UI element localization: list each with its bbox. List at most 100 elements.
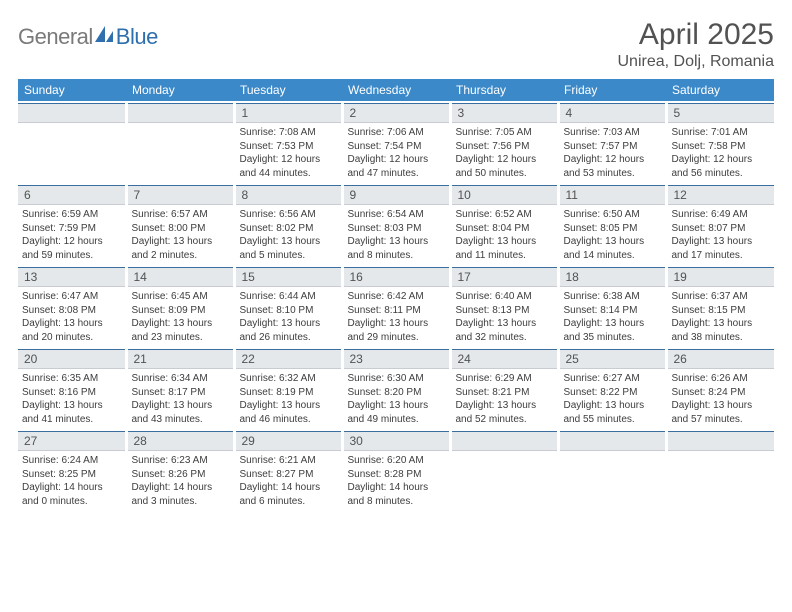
day-body: Sunrise: 6:24 AMSunset: 8:25 PMDaylight:… [18,451,125,511]
title-block: April 2025 Unirea, Dolj, Romania [617,18,774,71]
sunset-line: Sunset: 8:27 PM [240,468,337,482]
calendar-cell [450,430,558,512]
sunrise-line: Sunrise: 6:40 AM [456,290,553,304]
day-body: Sunrise: 6:45 AMSunset: 8:09 PMDaylight:… [128,287,233,347]
sunset-line: Sunset: 7:54 PM [348,140,445,154]
calendar-cell: 8Sunrise: 6:56 AMSunset: 8:02 PMDaylight… [234,184,342,266]
day-body: Sunrise: 6:20 AMSunset: 8:28 PMDaylight:… [344,451,449,511]
day-number: 13 [18,267,125,287]
day-number: 11 [560,185,665,205]
calendar-row: 13Sunrise: 6:47 AMSunset: 8:08 PMDayligh… [18,266,774,348]
day-body: Sunrise: 6:59 AMSunset: 7:59 PMDaylight:… [18,205,125,265]
day-number: 10 [452,185,557,205]
sunrise-line: Sunrise: 6:45 AM [132,290,229,304]
sunrise-line: Sunrise: 6:57 AM [132,208,229,222]
day-number: 25 [560,349,665,369]
daylight-line: Daylight: 12 hours and 44 minutes. [240,153,337,180]
col-header: Thursday [450,79,558,102]
day-number: 21 [128,349,233,369]
day-number-empty [128,103,233,123]
sunset-line: Sunset: 7:57 PM [564,140,661,154]
sunset-line: Sunset: 7:56 PM [456,140,553,154]
day-body: Sunrise: 6:30 AMSunset: 8:20 PMDaylight:… [344,369,449,429]
calendar-cell: 9Sunrise: 6:54 AMSunset: 8:03 PMDaylight… [342,184,450,266]
day-number: 8 [236,185,341,205]
sunset-line: Sunset: 8:24 PM [672,386,771,400]
calendar-cell: 22Sunrise: 6:32 AMSunset: 8:19 PMDayligh… [234,348,342,430]
sunrise-line: Sunrise: 6:50 AM [564,208,661,222]
sunset-line: Sunset: 7:58 PM [672,140,771,154]
calendar-cell: 10Sunrise: 6:52 AMSunset: 8:04 PMDayligh… [450,184,558,266]
day-body: Sunrise: 6:27 AMSunset: 8:22 PMDaylight:… [560,369,665,429]
sunset-line: Sunset: 8:05 PM [564,222,661,236]
daylight-line: Daylight: 13 hours and 11 minutes. [456,235,553,262]
calendar-cell: 7Sunrise: 6:57 AMSunset: 8:00 PMDaylight… [126,184,234,266]
day-number: 12 [668,185,775,205]
day-number: 23 [344,349,449,369]
daylight-line: Daylight: 13 hours and 8 minutes. [348,235,445,262]
sunrise-line: Sunrise: 6:32 AM [240,372,337,386]
day-number: 26 [668,349,775,369]
day-body: Sunrise: 6:26 AMSunset: 8:24 PMDaylight:… [668,369,775,429]
sunset-line: Sunset: 8:28 PM [348,468,445,482]
calendar-cell: 25Sunrise: 6:27 AMSunset: 8:22 PMDayligh… [558,348,666,430]
daylight-line: Daylight: 13 hours and 35 minutes. [564,317,661,344]
day-body: Sunrise: 7:01 AMSunset: 7:58 PMDaylight:… [668,123,775,183]
daylight-line: Daylight: 12 hours and 53 minutes. [564,153,661,180]
daylight-line: Daylight: 13 hours and 26 minutes. [240,317,337,344]
page-title: April 2025 [617,18,774,51]
daylight-line: Daylight: 13 hours and 29 minutes. [348,317,445,344]
logo: General Blue [18,24,158,50]
day-number: 14 [128,267,233,287]
sunrise-line: Sunrise: 7:03 AM [564,126,661,140]
calendar-row: 6Sunrise: 6:59 AMSunset: 7:59 PMDaylight… [18,184,774,266]
calendar-cell [18,102,126,184]
sunrise-line: Sunrise: 7:08 AM [240,126,337,140]
daylight-line: Daylight: 13 hours and 43 minutes. [132,399,229,426]
day-number: 29 [236,431,341,451]
daylight-line: Daylight: 12 hours and 59 minutes. [22,235,121,262]
calendar-cell: 20Sunrise: 6:35 AMSunset: 8:16 PMDayligh… [18,348,126,430]
logo-word1: General [18,24,93,50]
day-body: Sunrise: 6:35 AMSunset: 8:16 PMDaylight:… [18,369,125,429]
calendar-cell: 17Sunrise: 6:40 AMSunset: 8:13 PMDayligh… [450,266,558,348]
logo-sail-icon [95,26,115,49]
daylight-line: Daylight: 13 hours and 49 minutes. [348,399,445,426]
sunrise-line: Sunrise: 7:06 AM [348,126,445,140]
calendar-cell: 5Sunrise: 7:01 AMSunset: 7:58 PMDaylight… [666,102,774,184]
daylight-line: Daylight: 13 hours and 52 minutes. [456,399,553,426]
day-number: 20 [18,349,125,369]
day-number-empty [668,431,775,451]
sunset-line: Sunset: 8:20 PM [348,386,445,400]
day-number: 19 [668,267,775,287]
sunrise-line: Sunrise: 6:59 AM [22,208,121,222]
daylight-line: Daylight: 14 hours and 8 minutes. [348,481,445,508]
day-body: Sunrise: 7:08 AMSunset: 7:53 PMDaylight:… [236,123,341,183]
calendar-cell [558,430,666,512]
calendar-cell: 28Sunrise: 6:23 AMSunset: 8:26 PMDayligh… [126,430,234,512]
sunrise-line: Sunrise: 6:30 AM [348,372,445,386]
daylight-line: Daylight: 13 hours and 32 minutes. [456,317,553,344]
day-body: Sunrise: 6:32 AMSunset: 8:19 PMDaylight:… [236,369,341,429]
col-header: Sunday [18,79,126,102]
location: Unirea, Dolj, Romania [617,53,774,71]
sunset-line: Sunset: 8:26 PM [132,468,229,482]
calendar-cell: 14Sunrise: 6:45 AMSunset: 8:09 PMDayligh… [126,266,234,348]
calendar-row: 1Sunrise: 7:08 AMSunset: 7:53 PMDaylight… [18,102,774,184]
day-body: Sunrise: 6:57 AMSunset: 8:00 PMDaylight:… [128,205,233,265]
sunrise-line: Sunrise: 6:35 AM [22,372,121,386]
day-number: 22 [236,349,341,369]
day-number: 18 [560,267,665,287]
sunrise-line: Sunrise: 6:49 AM [672,208,771,222]
day-body: Sunrise: 6:47 AMSunset: 8:08 PMDaylight:… [18,287,125,347]
day-body: Sunrise: 6:37 AMSunset: 8:15 PMDaylight:… [668,287,775,347]
day-number: 27 [18,431,125,451]
daylight-line: Daylight: 13 hours and 57 minutes. [672,399,771,426]
day-body: Sunrise: 6:29 AMSunset: 8:21 PMDaylight:… [452,369,557,429]
day-number: 1 [236,103,341,123]
sunrise-line: Sunrise: 6:21 AM [240,454,337,468]
daylight-line: Daylight: 13 hours and 38 minutes. [672,317,771,344]
calendar-row: 20Sunrise: 6:35 AMSunset: 8:16 PMDayligh… [18,348,774,430]
day-number: 16 [344,267,449,287]
day-number: 4 [560,103,665,123]
